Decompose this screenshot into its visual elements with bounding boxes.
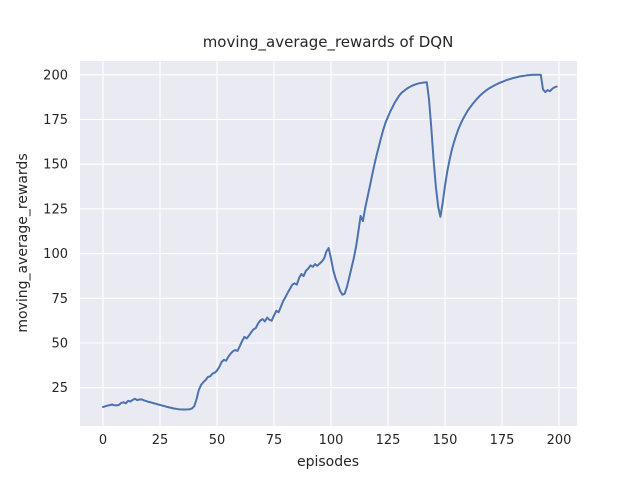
y-tick-label: 150 — [43, 158, 68, 173]
y-tick-label: 75 — [51, 292, 68, 307]
y-tick-label: 25 — [51, 381, 68, 396]
plot-area — [80, 61, 577, 426]
x-tick-label: 25 — [152, 433, 169, 448]
x-tick-label: 75 — [266, 433, 283, 448]
x-axis-label: episodes — [296, 454, 360, 470]
x-tick-label: 200 — [547, 433, 572, 448]
y-tick-label: 100 — [43, 247, 68, 262]
y-tick-label: 200 — [43, 68, 68, 83]
y-tick-label: 50 — [51, 337, 68, 352]
y-tick-label: 175 — [43, 113, 68, 128]
y-axis-label: moving_average_rewards — [15, 153, 31, 333]
x-tick-label: 0 — [99, 433, 107, 448]
x-tick-label: 150 — [433, 433, 458, 448]
chart-title: moving_average_rewards of DQN — [202, 33, 454, 51]
y-tick-label: 125 — [43, 202, 68, 217]
x-tick-label: 175 — [490, 433, 515, 448]
x-tick-label: 125 — [376, 433, 401, 448]
dqn-series-line — [102, 73, 558, 411]
x-tick-label: 100 — [319, 433, 344, 448]
x-tick-label: 50 — [209, 433, 226, 448]
